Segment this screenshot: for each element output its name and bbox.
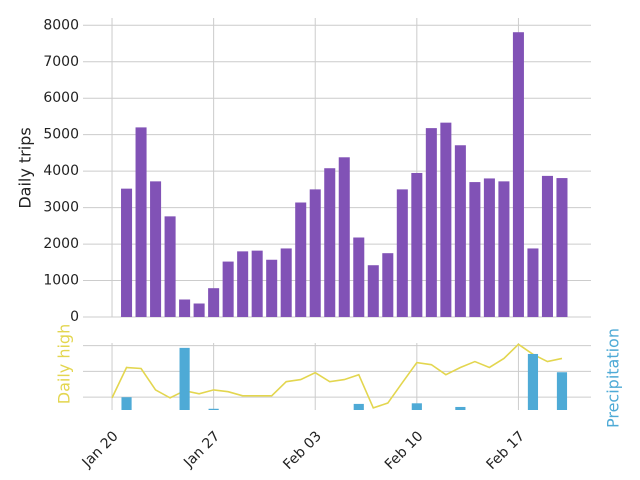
x-tick-label: Feb 10 [382, 428, 427, 473]
precip-bar [208, 408, 219, 410]
bar [309, 189, 321, 317]
bar [425, 128, 437, 317]
bar [164, 216, 176, 317]
bar [411, 172, 423, 317]
y-tick-label: 2000 [43, 236, 79, 252]
precip-bar [455, 406, 466, 410]
bar [353, 237, 365, 317]
y-tick-label: 7000 [43, 54, 79, 70]
bar [527, 248, 539, 317]
bar [483, 178, 495, 317]
bar [469, 182, 481, 317]
bar [556, 178, 568, 317]
bar [222, 261, 234, 317]
precip-bar [121, 397, 132, 410]
precip-bar [527, 353, 539, 410]
bar [193, 303, 205, 317]
bar [512, 32, 524, 317]
bar [454, 145, 466, 317]
bar [150, 181, 162, 317]
y-tick-label: 1000 [43, 273, 79, 289]
bar [280, 248, 292, 317]
x-tick-label: Feb 17 [483, 428, 528, 473]
y-axis-label: Daily trips [16, 127, 35, 208]
bar [440, 122, 452, 318]
bar [382, 253, 394, 317]
precip-bar [411, 403, 422, 410]
bar [541, 175, 553, 317]
bar [498, 181, 510, 317]
bar [121, 188, 133, 317]
bar [251, 250, 263, 317]
y-tick-label: 3000 [43, 200, 79, 216]
bar [266, 259, 278, 317]
x-tick-label: Feb 03 [280, 428, 325, 473]
bar [295, 202, 307, 317]
bar [237, 251, 249, 317]
precip-bar [179, 347, 190, 410]
bar [367, 265, 379, 317]
y-axis-label: Daily high [55, 324, 74, 404]
bar [324, 168, 336, 317]
x-tick-label: Jan 27 [180, 428, 223, 471]
x-tick-label: Jan 20 [79, 428, 122, 471]
bar [396, 189, 408, 317]
y-tick-label: 6000 [43, 90, 79, 106]
y-tick-label: 0 [70, 309, 79, 325]
precip-bar [353, 403, 364, 410]
y-tick-label: 8000 [43, 17, 79, 33]
bar [135, 127, 147, 317]
precip-bar [556, 372, 568, 410]
y2-axis-label: Precipitation [604, 328, 623, 428]
bar [208, 288, 220, 317]
y-tick-label: 4000 [43, 163, 79, 179]
y-tick-label: 5000 [43, 127, 79, 143]
bar [179, 299, 191, 317]
bar [338, 157, 350, 317]
